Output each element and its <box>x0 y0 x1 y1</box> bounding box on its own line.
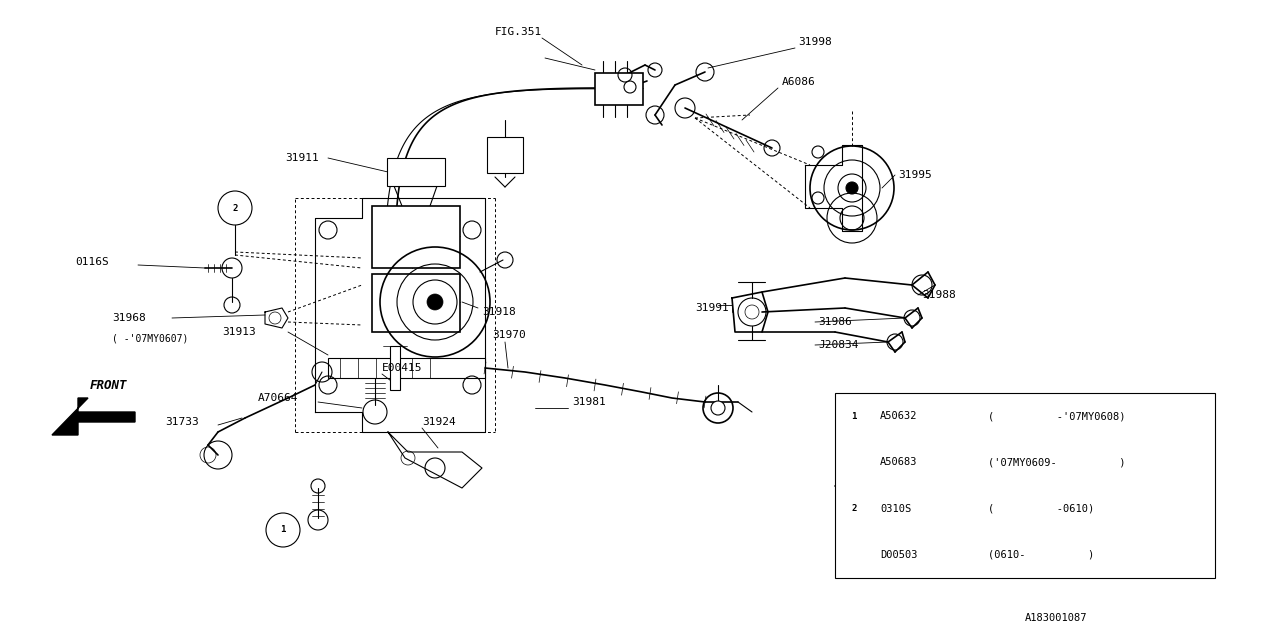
Text: D00503: D00503 <box>881 550 918 560</box>
Circle shape <box>846 182 858 194</box>
Text: A183001087: A183001087 <box>1025 613 1088 623</box>
Text: 31991: 31991 <box>695 303 728 313</box>
Text: 1: 1 <box>280 525 285 534</box>
Text: A70664: A70664 <box>259 393 298 403</box>
Text: 1: 1 <box>851 412 856 420</box>
Bar <box>328 358 485 378</box>
Text: 0116S: 0116S <box>76 257 109 267</box>
Text: 31913: 31913 <box>221 327 256 337</box>
Bar <box>372 274 460 332</box>
Text: 2: 2 <box>232 204 238 212</box>
Bar <box>486 137 524 173</box>
Text: FRONT: FRONT <box>90 378 128 392</box>
Text: 31981: 31981 <box>572 397 605 407</box>
Text: 31911: 31911 <box>285 153 319 163</box>
Circle shape <box>428 294 443 310</box>
Text: 0310S: 0310S <box>881 504 911 514</box>
Text: (0610-          ): (0610- ) <box>988 550 1094 560</box>
Text: A50683: A50683 <box>881 458 918 467</box>
Polygon shape <box>52 398 134 435</box>
Text: (          -0610): ( -0610) <box>988 504 1094 514</box>
Text: A50632: A50632 <box>881 411 918 421</box>
Text: 31924: 31924 <box>422 417 456 427</box>
Bar <box>595 73 643 105</box>
Text: 31995: 31995 <box>899 170 932 180</box>
Circle shape <box>710 401 724 415</box>
Text: A6086: A6086 <box>782 77 815 87</box>
Circle shape <box>269 312 282 324</box>
Text: 31970: 31970 <box>492 330 526 340</box>
Bar <box>835 393 1215 578</box>
Text: 31968: 31968 <box>113 313 146 323</box>
Bar <box>390 346 401 390</box>
Text: ('07MY0609-          ): ('07MY0609- ) <box>988 458 1125 467</box>
Text: J20834: J20834 <box>818 340 859 350</box>
Bar <box>387 158 445 186</box>
Text: 2: 2 <box>851 504 856 513</box>
Text: 31918: 31918 <box>483 307 516 317</box>
Text: 31998: 31998 <box>797 37 832 47</box>
Text: 31988: 31988 <box>922 290 956 300</box>
Text: ( -'07MY0607): ( -'07MY0607) <box>113 333 188 343</box>
Text: 31733: 31733 <box>165 417 198 427</box>
Text: 31986: 31986 <box>818 317 851 327</box>
Bar <box>372 206 460 268</box>
Text: E00415: E00415 <box>381 363 422 373</box>
Text: (          -'07MY0608): ( -'07MY0608) <box>988 411 1125 421</box>
Circle shape <box>745 305 759 319</box>
Text: FIG.351: FIG.351 <box>495 27 543 37</box>
